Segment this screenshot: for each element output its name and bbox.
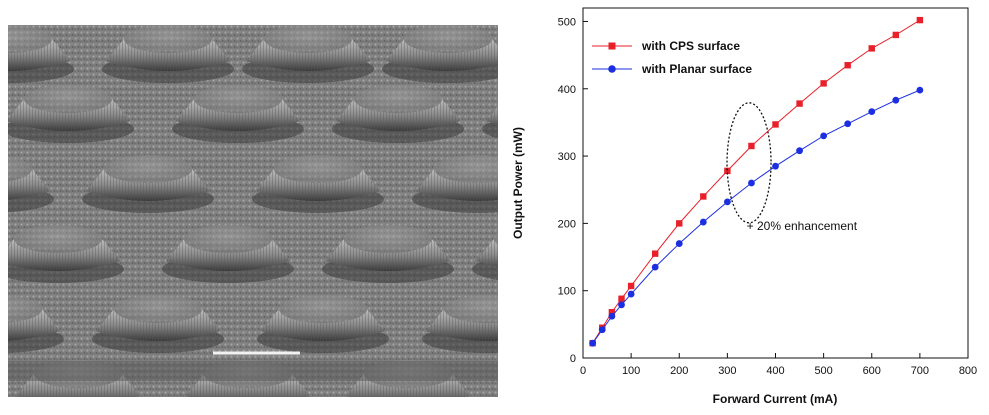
data-point [676,220,683,227]
data-point [916,16,924,24]
info-bar [8,361,498,381]
data-point [651,263,659,271]
y-axis-title: Output Power (mW) [511,127,525,239]
y-tick-label: 400 [558,84,576,96]
x-tick-label: 200 [670,365,688,377]
sem-dome [332,85,464,143]
data-point [627,290,635,298]
data-point [892,31,900,39]
data-point [868,108,876,116]
legend-label: with Planar surface [641,62,752,76]
data-point [868,45,875,52]
data-point [844,120,852,128]
sem-dome [0,295,64,353]
sem-dome [82,155,214,213]
x-tick-label: 600 [863,365,881,377]
y-tick-label: 300 [558,151,576,163]
legend: with CPS surface with Planar surface [592,39,752,76]
data-point [618,295,625,302]
data-point [820,80,827,87]
legend-marker [608,65,616,73]
sem-dome [0,155,54,213]
data-point [748,179,755,187]
sem-dome [2,85,134,143]
x-axis: 0 100 200 300 400 500 600 700 800 [580,353,977,377]
legend-marker [608,42,616,50]
data-point [608,309,616,316]
sem-dome [322,225,454,283]
data-point [700,193,707,200]
chart-panel: 0 100 200 300 400 500 600 700 800 0 100 200 300 400 5… [500,0,989,410]
sem-dome [0,225,124,283]
x-tick-label: 500 [814,365,832,377]
data-point [675,240,683,247]
sem-micrograph-image [0,25,614,415]
data-point [598,326,606,334]
series-layer [589,16,924,347]
data-point [618,301,625,309]
x-axis-title: Forward Current (mA) [713,392,838,406]
data-point [772,162,779,170]
x-tick-label: 700 [911,365,929,377]
sem-dome [382,25,514,83]
x-tick-label: 300 [718,365,736,377]
series-line-2 [592,89,921,344]
sem-micrograph [0,25,614,415]
data-point [627,282,635,290]
data-point [844,62,851,69]
data-point [748,142,755,150]
plot-frame [582,7,969,359]
sem-dome [102,25,234,83]
data-point [724,167,731,175]
enhancement-ellipse [726,102,772,224]
data-point [916,86,924,94]
enhancement-annotation: + 20% enhancement [747,219,858,233]
sem-dome [257,295,389,353]
y-tick-label: 0 [570,353,576,365]
data-point [772,121,779,128]
x-tick-label: 400 [766,365,784,377]
x-tick-label: 0 [580,365,586,377]
sem-dome [92,295,224,353]
data-point [589,339,597,347]
sem-dome [0,25,74,83]
y-tick-label: 500 [558,16,576,28]
legend-label: with CPS surface [641,39,740,53]
sem-dome [242,25,374,83]
y-axis: 0 100 200 300 400 500 [558,16,588,365]
data-point [796,100,803,107]
sem-dome [162,225,294,283]
sem-dome [172,85,304,143]
data-point [892,96,900,104]
y-tick-label: 100 [558,286,576,298]
data-point [820,132,828,140]
sem-dome [252,155,384,213]
x-tick-label: 100 [622,365,640,377]
output-power-chart: 0 100 200 300 400 500 600 700 800 0 100 200 300 400 5… [511,7,977,406]
data-point [608,312,616,320]
y-tick-label: 200 [558,218,576,230]
data-point [699,218,707,226]
data-point [651,250,659,257]
data-point [796,147,803,155]
data-point [723,198,731,206]
x-tick-label: 800 [959,365,977,377]
